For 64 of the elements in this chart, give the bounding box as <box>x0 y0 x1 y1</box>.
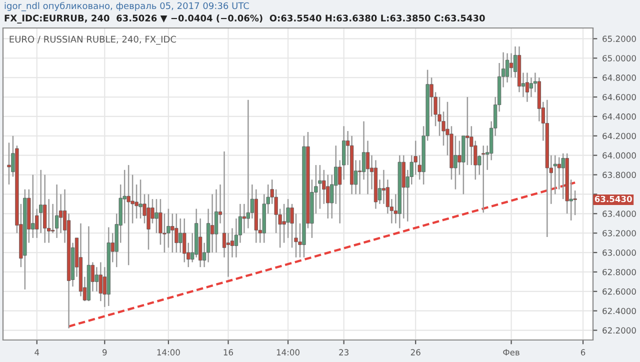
x-tick-label: 9 <box>102 349 107 356</box>
x-tick-label: 26 <box>410 349 420 356</box>
candlestick <box>226 232 230 278</box>
candlestick <box>126 164 130 266</box>
candlestick <box>174 213 178 254</box>
candlestick <box>214 188 218 254</box>
y-tick-label: 64.4000 <box>602 113 636 120</box>
candlestick <box>43 174 47 244</box>
candlestick <box>466 96 470 166</box>
candlestick <box>509 52 514 78</box>
y-tick-label: 64.0000 <box>602 152 636 159</box>
y-tick-label: 63.4000 <box>602 210 636 217</box>
y-tick-label: 65.0000 <box>602 55 636 62</box>
candlestick <box>178 218 182 254</box>
candlestick <box>505 52 510 84</box>
candlestick <box>170 213 174 254</box>
text: 63.5430 <box>594 196 632 202</box>
candlestick <box>318 164 322 210</box>
candlestick <box>7 142 11 186</box>
candlestick <box>454 135 458 190</box>
candlestick <box>138 179 142 220</box>
x-tick-label: 23 <box>339 349 348 356</box>
y-tick-label: 62.2000 <box>602 327 636 334</box>
x-tick-label: 6 <box>580 349 586 356</box>
text: igor_ndl опубликовано, февраль 05, 2017 09:36 UTC <box>4 2 249 12</box>
y-tick-label: 63.2000 <box>602 230 636 236</box>
y-tick-label: 62.6000 <box>602 288 636 295</box>
candlestick <box>31 174 35 239</box>
candlestick <box>94 266 98 292</box>
candlestick <box>382 169 386 205</box>
candlestick <box>366 140 370 195</box>
candlestick <box>557 156 561 190</box>
candlestick <box>286 198 290 239</box>
candlestick <box>326 174 330 220</box>
candlestick <box>146 194 150 250</box>
candlestick <box>482 144 486 214</box>
x-tick-label: 14:00 <box>157 349 180 356</box>
y-tick-label: 65.2000 <box>602 36 636 42</box>
y-tick-label: 64.2000 <box>602 132 636 140</box>
y-tick-label: 62.8000 <box>602 268 636 276</box>
chart-subtitle: FX_IDC:EURRUB, 240 63.5026 ▼ −0.0404 (−0.06%) O:63.5540 H:63.6380 L:63.3850 C:63.5430 <box>4 14 485 24</box>
candlestick <box>529 76 534 98</box>
y-tick-label: 63.0000 <box>602 250 636 256</box>
candlestick <box>561 152 565 200</box>
x-tick-label: 14:00 <box>276 349 300 356</box>
x-tick-label: 16 <box>224 349 234 356</box>
text: EURO / RUSSIAN RUBLE, 240, FX_IDC <box>10 36 176 45</box>
candlestick <box>55 184 59 239</box>
candlestick <box>39 169 43 234</box>
y-tick-label: 64.6000 <box>602 94 636 100</box>
y-tick-label: 62.4000 <box>602 308 636 314</box>
candlestick <box>242 203 246 234</box>
y-tick-label: 64.8000 <box>602 74 636 81</box>
candlestick <box>525 72 530 102</box>
candlestick <box>282 203 286 244</box>
candlestick <box>166 208 170 248</box>
candlestick <box>154 198 158 234</box>
candlestick <box>246 99 250 229</box>
candlestick <box>573 190 577 216</box>
candlestick <box>210 194 214 254</box>
candlestick <box>182 218 186 263</box>
y-tick-label: 63.8000 <box>602 172 636 178</box>
x-tick-label: 4 <box>34 349 40 356</box>
x-tick-label: Фев <box>503 349 520 356</box>
